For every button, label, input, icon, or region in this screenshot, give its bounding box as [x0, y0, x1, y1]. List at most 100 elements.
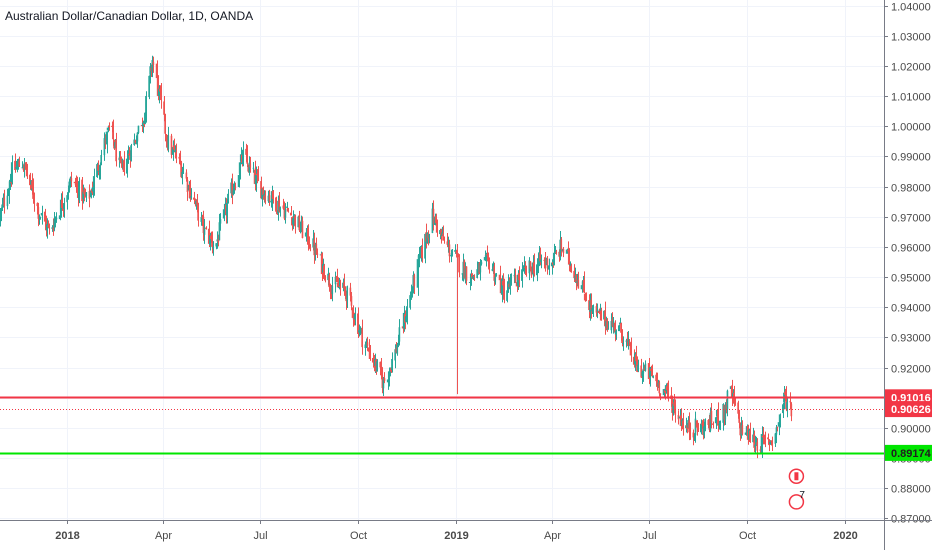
candle-body [129, 154, 131, 160]
dividend-icon[interactable] [788, 494, 805, 510]
candle-body [417, 255, 420, 260]
candle-body [574, 275, 576, 280]
candle-body [195, 200, 197, 205]
candle-body [249, 163, 252, 168]
candle-body [537, 260, 539, 265]
candle-body [440, 229, 442, 236]
candle-body [361, 327, 363, 348]
candle-body [686, 424, 688, 429]
candle-body [603, 310, 605, 320]
candle-body [477, 264, 480, 268]
candle-body [96, 164, 98, 178]
candle-body [566, 250, 569, 252]
candle-body [410, 293, 412, 295]
candle-body [381, 375, 384, 388]
candle-body [403, 314, 406, 323]
candle-body [725, 405, 728, 410]
candle-body [575, 275, 577, 283]
candle-body [284, 209, 287, 218]
time-axis-panel[interactable] [0, 520, 884, 550]
candle-body [428, 234, 431, 238]
candle-body [185, 172, 188, 179]
candle-body [84, 193, 87, 197]
candle-body [308, 244, 310, 247]
candle-body [105, 131, 108, 145]
candle-body [8, 181, 11, 189]
candle-body [344, 289, 346, 294]
candle-body [425, 232, 427, 242]
candle-body [338, 286, 341, 288]
candle-body [234, 186, 237, 188]
price-tick-label: 0.98000 [891, 183, 931, 195]
candle-body [544, 259, 547, 265]
candle-body [495, 274, 498, 276]
candle-body [737, 402, 739, 414]
candle-body [621, 332, 623, 344]
candle-body [321, 264, 324, 273]
candle-body [745, 426, 748, 434]
candle-body [278, 200, 280, 212]
candle-body [419, 246, 422, 257]
candle-body [637, 364, 639, 371]
candle-body [762, 436, 765, 438]
candle-body [529, 261, 532, 269]
candle-body [226, 202, 228, 216]
candle-body [297, 216, 300, 228]
candle-body [128, 153, 130, 156]
candle-body [196, 199, 198, 205]
candle-body [314, 244, 317, 255]
price-lines [0, 396, 884, 455]
candle-body [382, 378, 385, 389]
price-label-badge [885, 444, 932, 461]
candle-body [731, 392, 734, 398]
candle-body [203, 227, 206, 235]
candle-body [352, 317, 355, 320]
candle-body [33, 198, 35, 204]
candle-body [432, 208, 435, 225]
candle-body [685, 425, 687, 429]
candle-body [740, 423, 743, 436]
candle-body [416, 259, 419, 288]
candle-body [715, 409, 718, 417]
candle-body [755, 443, 757, 446]
candle-body [115, 140, 117, 162]
price-tick-label: 0.87000 [891, 514, 931, 526]
candle-body [23, 162, 26, 170]
candle-body [282, 205, 285, 209]
candle-body [461, 273, 464, 275]
candle-body [694, 418, 697, 436]
candle-body [136, 132, 139, 142]
candle-body [187, 184, 190, 191]
candle-body [7, 188, 10, 197]
candle-body [521, 269, 523, 281]
time-axis-ticks: 2018 Apr Jul Oct 2019 Apr Jul Oct 2020 [55, 520, 858, 542]
candle-body [69, 177, 72, 184]
candle-body [99, 164, 101, 173]
candle-body [193, 197, 195, 200]
candle-body [558, 251, 560, 257]
candle-body [260, 181, 262, 199]
candle-body [118, 157, 121, 161]
candle-body [404, 316, 407, 322]
candle-body [15, 167, 17, 169]
candle-body [307, 227, 309, 245]
candle-body [174, 152, 177, 159]
candle-body [567, 249, 570, 265]
candle-body [210, 235, 212, 240]
candle-body [629, 342, 632, 356]
candle-body [322, 265, 325, 279]
candle-body [510, 277, 513, 281]
candle-body [2, 198, 4, 206]
candle-body [625, 340, 628, 342]
candle-body [554, 251, 556, 254]
price-tick-label: 0.97000 [891, 213, 931, 225]
candle-body [112, 126, 114, 140]
candle-body [522, 267, 524, 270]
candle-body [46, 224, 48, 231]
candle-body [752, 434, 754, 443]
candle-body [114, 141, 116, 149]
candle-body [596, 309, 599, 313]
candle-body [688, 420, 690, 433]
candle-body [324, 278, 326, 280]
candle-body [769, 441, 771, 445]
